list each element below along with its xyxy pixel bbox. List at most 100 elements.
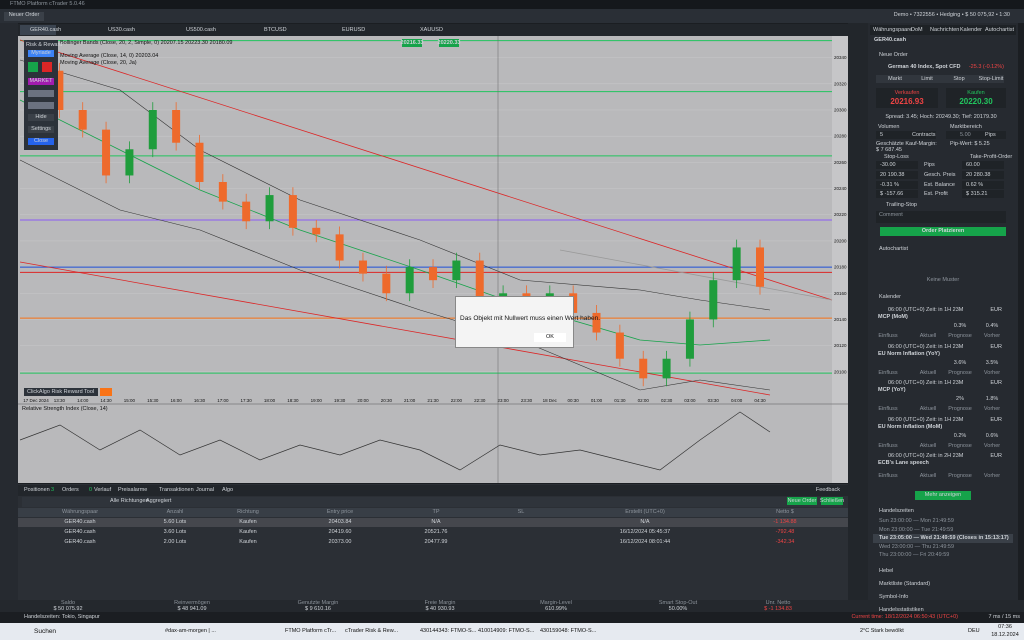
- sell-button[interactable]: [42, 62, 52, 72]
- tab[interactable]: Verlauf: [94, 487, 112, 493]
- session: Wed 23:00:00 — Thu 21:49:59: [879, 543, 955, 550]
- take-profit[interactable]: Take-Profit-Order: [970, 154, 1013, 160]
- side-tab[interactable]: Nachrichten: [930, 27, 960, 33]
- ok-button[interactable]: [534, 333, 566, 342]
- sell-box[interactable]: [876, 88, 938, 108]
- section-title[interactable]: Handelsstatistiken: [879, 607, 924, 613]
- symbol-tab[interactable]: EURUSD: [342, 27, 366, 33]
- change: -25.3 (-0.12%): [968, 64, 1004, 70]
- current-session: [873, 534, 1013, 543]
- comment-field[interactable]: [876, 211, 1006, 223]
- tab[interactable]: Orders: [62, 487, 79, 493]
- tp-field[interactable]: [962, 171, 1004, 179]
- sl-field[interactable]: [876, 171, 918, 179]
- sl-field[interactable]: [876, 161, 918, 169]
- taskbar-app[interactable]: 430159048: FTMO-S...: [540, 628, 597, 634]
- side-tab[interactable]: Autochartist: [985, 27, 1015, 33]
- hide-button[interactable]: [28, 114, 54, 121]
- row-label: Est. Profit: [924, 191, 948, 197]
- close-all-button[interactable]: [821, 497, 843, 505]
- risk-myriade[interactable]: Myriade: [31, 50, 51, 56]
- stop-loss[interactable]: Stop-Loss: [884, 154, 909, 160]
- x-tick-label: 14:00: [77, 398, 89, 403]
- place-order-button[interactable]: [880, 227, 1006, 236]
- new-order[interactable]: Neuer Order: [8, 12, 40, 18]
- tool-button[interactable]: [100, 388, 112, 396]
- side-tab[interactable]: Kalender: [960, 27, 983, 33]
- order-type[interactable]: Stop-Limit: [978, 76, 1004, 82]
- cell: 3.60 Lots: [163, 529, 187, 535]
- tp-field[interactable]: [962, 161, 1004, 169]
- tp-field[interactable]: [962, 181, 1004, 189]
- bollinger-band: [19, 59, 771, 311]
- taskbar-app[interactable]: #dax-am-morgen | ...: [165, 628, 216, 634]
- candle-body: [382, 273, 391, 294]
- section-title[interactable]: Marktliste (Standard): [879, 581, 931, 587]
- taskbar-app[interactable]: cTrader Risk & Rew...: [345, 628, 398, 634]
- side-tab[interactable]: DoM: [911, 27, 923, 33]
- qty-field[interactable]: [876, 131, 936, 139]
- symbol-tab[interactable]: US30.cash: [108, 27, 135, 33]
- feedback[interactable]: Feedback: [815, 487, 840, 493]
- more[interactable]: Mehr anzeigen: [924, 492, 962, 498]
- taskbar-app[interactable]: 410014909: FTMO-S...: [478, 628, 535, 634]
- risk-hide[interactable]: Hide: [35, 114, 47, 120]
- taskbar-app[interactable]: 430144343: FTMO-S...: [420, 628, 477, 634]
- tab[interactable]: Transaktionen: [159, 487, 194, 493]
- risk-settings[interactable]: Settings: [31, 126, 51, 132]
- symbol-tab[interactable]: XAUUSD: [420, 27, 443, 33]
- calendar-header: Einfluss: [878, 442, 898, 449]
- x-tick-label: 15:00: [124, 398, 136, 403]
- place-order[interactable]: Order Platzieren: [921, 228, 965, 234]
- tab[interactable]: Journal: [196, 487, 215, 493]
- order-type[interactable]: Markt: [888, 76, 902, 82]
- sl-field[interactable]: [876, 181, 918, 189]
- sl-field[interactable]: [876, 190, 918, 198]
- section-title[interactable]: Hebel: [879, 568, 894, 574]
- taskbar-app[interactable]: FTMO Platform cTr...: [285, 628, 337, 634]
- tab[interactable]: Preisalarme: [118, 487, 148, 493]
- tab[interactable]: Algo: [222, 487, 234, 493]
- column-header: Entry price: [326, 509, 354, 515]
- risk-close[interactable]: Close: [33, 138, 49, 144]
- new-order-button[interactable]: [4, 12, 44, 21]
- close-button[interactable]: [28, 138, 54, 145]
- symbol-tab[interactable]: US500.cash: [186, 27, 216, 33]
- section-title[interactable]: Symbol-Info: [879, 594, 909, 600]
- ok-label[interactable]: OK: [546, 334, 554, 340]
- section-title: Neue Order: [879, 52, 908, 58]
- risk-market[interactable]: MARKET: [29, 78, 53, 84]
- tab[interactable]: Positionen: [24, 487, 50, 493]
- side-tab[interactable]: Währungspaare: [873, 27, 913, 33]
- x-tick-label: 23:30: [521, 398, 533, 403]
- market-button[interactable]: [28, 78, 54, 85]
- search[interactable]: Suchen: [34, 628, 57, 635]
- new-order[interactable]: Neue Order: [787, 498, 817, 504]
- filter[interactable]: Aggregiert: [146, 498, 172, 504]
- sl-value: 20 190.38: [880, 172, 905, 178]
- order-type[interactable]: Stop: [953, 76, 965, 82]
- tab-count: 0: [89, 487, 93, 493]
- left-sidebar: [0, 23, 18, 623]
- active-tab[interactable]: [20, 25, 56, 35]
- order-type[interactable]: Limit: [921, 76, 933, 82]
- forecast: 0.3%: [953, 323, 967, 329]
- symbol-tab[interactable]: GER40.cash: [30, 27, 62, 33]
- trailing-stop[interactable]: Trailing-Stop: [886, 202, 917, 208]
- cell: N/A: [431, 519, 441, 525]
- filter[interactable]: Alle Richtungen: [110, 498, 149, 504]
- cell: 5.60 Lots: [163, 519, 187, 525]
- symbol-tab[interactable]: BTCUSD: [264, 27, 287, 33]
- tp-value: 0.62 %: [966, 182, 984, 188]
- buy-button[interactable]: [28, 62, 38, 72]
- settings-button[interactable]: [28, 126, 54, 133]
- tp-field[interactable]: [962, 190, 1004, 198]
- close-all[interactable]: Schließen: [819, 498, 845, 504]
- more-button[interactable]: [915, 491, 971, 500]
- candle-body: [592, 312, 601, 333]
- weather: 2°C Stark bewölkt: [860, 628, 904, 634]
- range-field[interactable]: [946, 131, 1006, 139]
- buy-box[interactable]: [946, 88, 1006, 108]
- new-order-button[interactable]: [787, 497, 817, 505]
- myriade-button[interactable]: [28, 50, 54, 57]
